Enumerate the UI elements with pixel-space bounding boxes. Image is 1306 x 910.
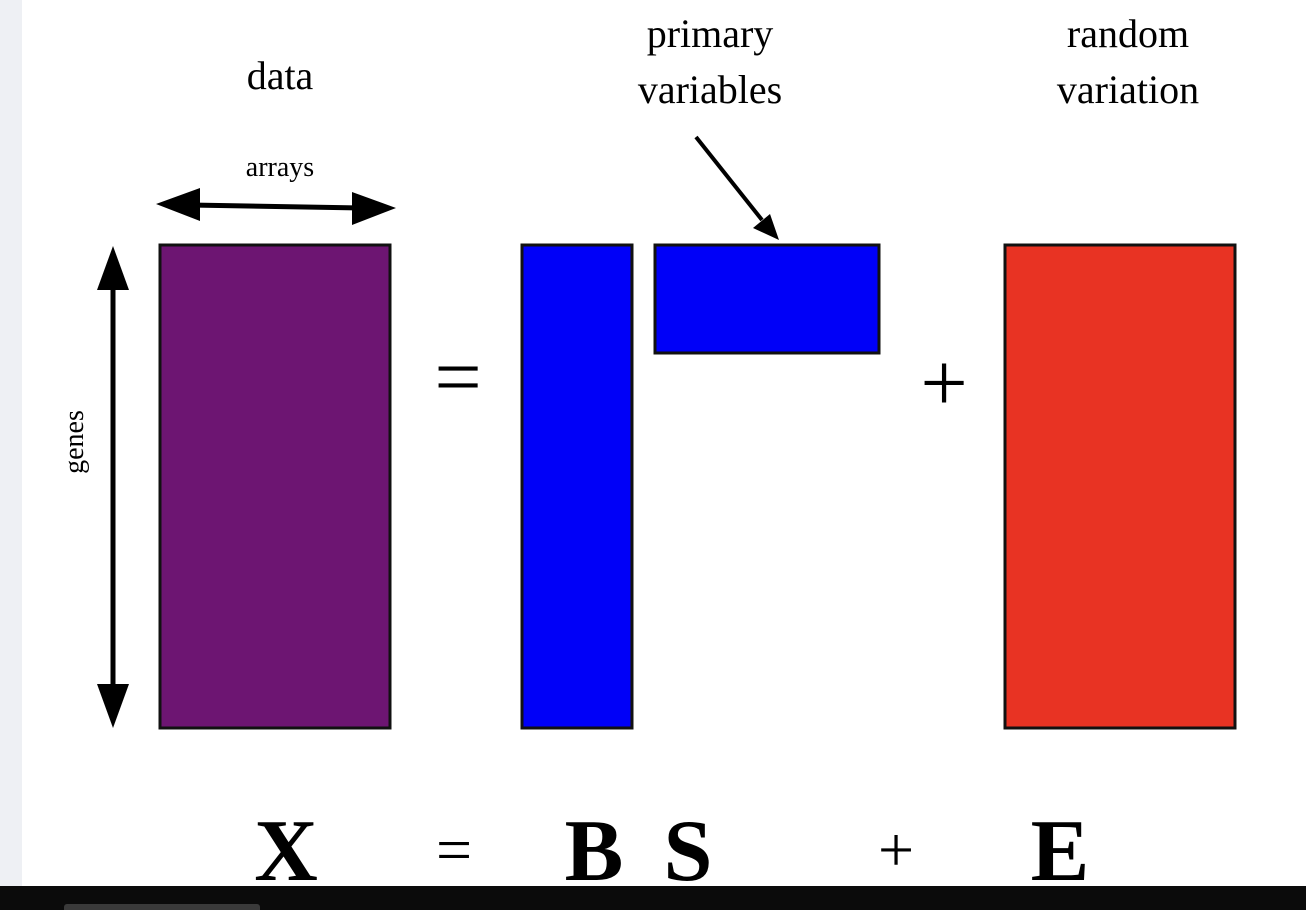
equation-e: E (1030, 803, 1090, 900)
matrix-decomposition-diagram (97, 135, 1237, 730)
equation-x: X (254, 803, 318, 900)
data-label: data (246, 53, 314, 98)
equation-b: B (564, 803, 624, 900)
diagram-equals-sign: = (434, 331, 482, 424)
diagram-plus-sign: + (920, 337, 968, 430)
random-variation-label-line2: variation (1056, 67, 1200, 112)
left-margin-strip (0, 0, 22, 886)
arrays-arrow (156, 188, 396, 225)
random-matrix-e (1003, 243, 1237, 730)
bottom-bar-tab (64, 904, 260, 910)
equation-plus: + (877, 814, 915, 885)
data-matrix-x (158, 243, 392, 730)
primary-variables-label-line2: variables (637, 67, 783, 112)
random-variation-label-line1: random (1066, 11, 1190, 56)
genes-label: genes (59, 410, 90, 474)
primary-matrix-b (520, 243, 634, 730)
primary-matrix-s (653, 243, 881, 355)
genes-arrow (97, 246, 129, 728)
arrays-label: arrays (245, 152, 315, 183)
equation-equals: = (435, 814, 473, 885)
primary-variables-pointer-arrow (694, 135, 779, 240)
equation-s: S (663, 803, 713, 900)
primary-variables-label-line1: primary (646, 11, 774, 56)
